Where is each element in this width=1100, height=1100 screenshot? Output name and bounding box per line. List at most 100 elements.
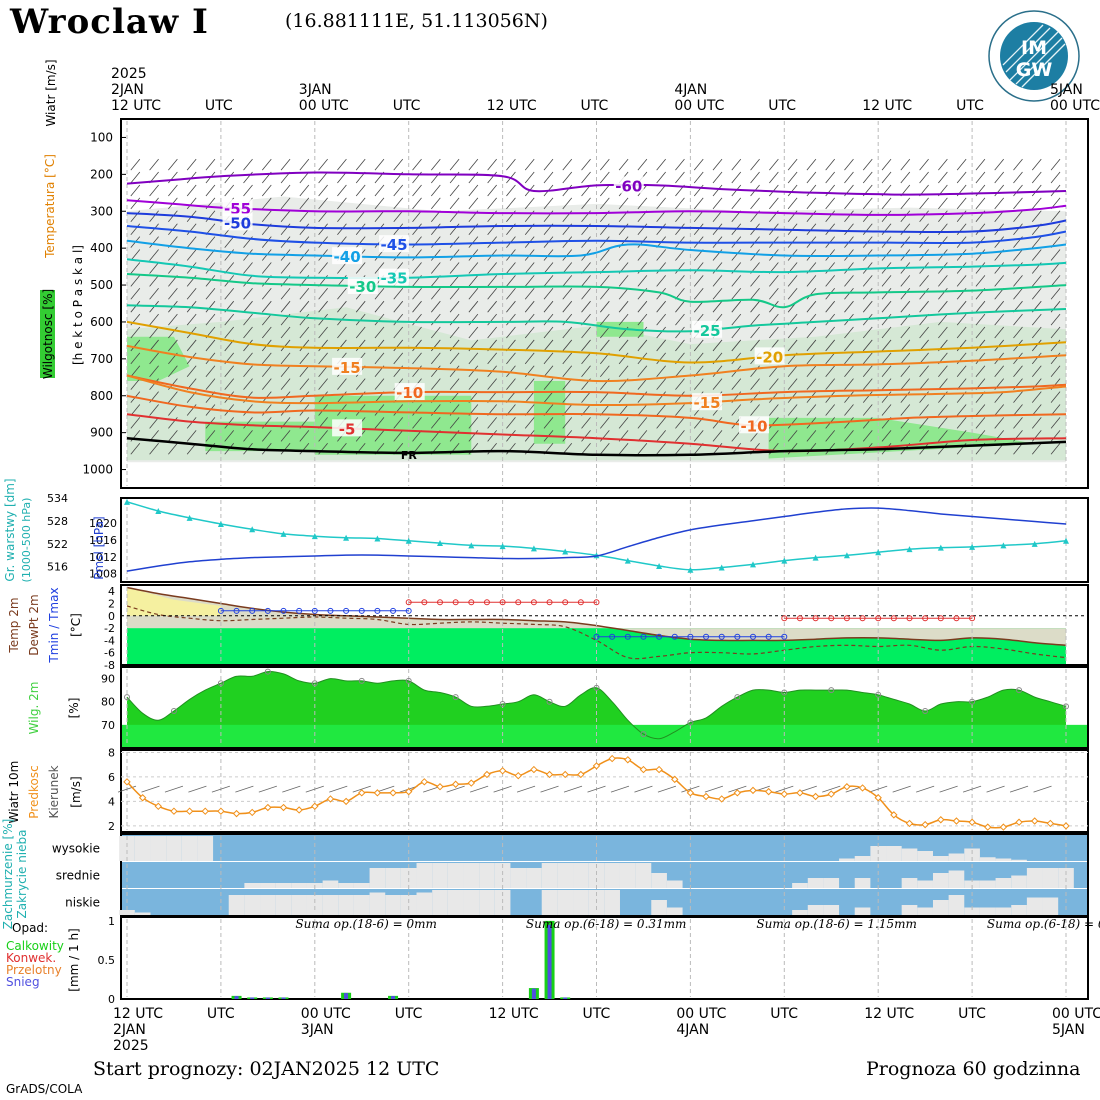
wind-speed-marker bbox=[608, 754, 616, 763]
wind-barb bbox=[430, 313, 441, 326]
wind-barb bbox=[449, 378, 460, 390]
isotherm-label: -50 bbox=[224, 214, 251, 232]
tmin-marker bbox=[640, 633, 647, 640]
wind-barb bbox=[543, 391, 554, 403]
wind-direction-mark bbox=[657, 785, 677, 793]
wind-barb bbox=[487, 262, 497, 274]
tmin-marker bbox=[280, 607, 287, 614]
cloud-bar bbox=[948, 895, 965, 915]
wind-barb bbox=[299, 184, 310, 197]
freezing-level-label: FR bbox=[401, 449, 418, 462]
wind-barb bbox=[938, 313, 948, 326]
cloud-bar bbox=[338, 883, 354, 888]
tmax-marker bbox=[937, 615, 944, 622]
wind-barb bbox=[149, 158, 159, 171]
cloud-bar bbox=[541, 863, 558, 888]
wind-speed-marker bbox=[311, 802, 319, 811]
wind-barb bbox=[318, 262, 328, 274]
wind-barb bbox=[205, 352, 216, 365]
wind-speed-marker bbox=[1015, 818, 1023, 826]
station-coordinates: (16.881111E, 51.113056N) bbox=[285, 10, 548, 32]
pressure-tick-label: 1000 bbox=[82, 463, 113, 477]
wind-barb bbox=[1031, 391, 1042, 403]
wind-barb bbox=[130, 352, 141, 365]
wind-barb bbox=[1013, 365, 1023, 378]
wind-barb bbox=[975, 417, 986, 429]
wind-barb bbox=[280, 443, 291, 455]
wind-direction-mark bbox=[446, 785, 465, 793]
wind-barb bbox=[938, 417, 948, 429]
wind-barb bbox=[1031, 326, 1042, 339]
wind-barb bbox=[393, 288, 404, 300]
isotherm-label-bg bbox=[739, 416, 769, 434]
thickness-tick-label: 528 bbox=[47, 515, 68, 528]
wind-barb bbox=[675, 417, 685, 429]
wind-barb bbox=[675, 404, 685, 416]
wind-barb bbox=[900, 391, 911, 403]
wind-barb bbox=[224, 171, 235, 184]
wind-barb bbox=[750, 171, 760, 184]
thickness-marker bbox=[186, 514, 193, 521]
wind-barb bbox=[130, 404, 141, 416]
wind-barb bbox=[149, 326, 159, 339]
wind-barb bbox=[806, 404, 817, 416]
wind-barb bbox=[656, 326, 666, 339]
wind-barb bbox=[280, 339, 291, 352]
wind-barb bbox=[675, 210, 685, 223]
wind-barb bbox=[205, 339, 216, 352]
humidity-line bbox=[126, 671, 1067, 740]
wind-barb bbox=[919, 197, 929, 210]
wind-barb bbox=[130, 262, 141, 274]
precip-tick-label: 1 bbox=[108, 915, 115, 928]
wind-barb bbox=[299, 365, 310, 378]
wind-barb bbox=[524, 352, 535, 365]
wind-barb bbox=[449, 300, 460, 313]
wind-barb bbox=[1031, 417, 1042, 429]
wind-barb bbox=[393, 158, 404, 171]
wind-barb bbox=[543, 417, 554, 429]
wind-barb bbox=[675, 223, 685, 235]
wind-barb bbox=[412, 404, 422, 416]
wind-barb bbox=[731, 378, 742, 390]
wind-barb bbox=[712, 171, 723, 184]
wind-barb bbox=[656, 430, 666, 442]
wind-barb bbox=[430, 223, 441, 235]
wind-barb bbox=[975, 197, 986, 210]
wind-barb bbox=[449, 197, 460, 210]
isotherm-label-bg bbox=[332, 247, 363, 265]
wind-barb bbox=[1050, 275, 1061, 287]
wind-barb bbox=[130, 443, 141, 455]
wind-barb bbox=[449, 275, 460, 287]
wind-barb bbox=[1031, 197, 1042, 210]
wind-barb bbox=[881, 300, 892, 313]
wind-barb bbox=[618, 404, 629, 416]
wind-barb bbox=[712, 275, 723, 287]
temperature-tick-label: -8 bbox=[104, 659, 115, 672]
wind-barb bbox=[675, 443, 685, 455]
wind-barb bbox=[318, 378, 328, 390]
wind-barb bbox=[581, 417, 591, 429]
thickness-marker bbox=[969, 543, 976, 550]
wind-barb bbox=[205, 158, 216, 171]
wind-barb bbox=[280, 404, 291, 416]
wind-barb bbox=[487, 443, 497, 455]
wind-barb bbox=[750, 404, 760, 416]
wind-barb bbox=[1031, 249, 1042, 261]
cloud-bar bbox=[119, 836, 135, 861]
wind-barb bbox=[900, 339, 911, 352]
wind-barb bbox=[600, 158, 610, 171]
cloud-bar bbox=[322, 880, 339, 888]
wind-barb bbox=[844, 210, 854, 223]
wind-barb bbox=[506, 288, 516, 300]
wind-barb bbox=[149, 339, 159, 352]
wind-barb bbox=[1050, 391, 1061, 403]
wind-barb bbox=[149, 275, 159, 287]
dewpoint-line bbox=[126, 605, 1067, 660]
time-label-hour: UTC bbox=[581, 98, 609, 114]
wind-barb bbox=[825, 210, 835, 223]
wind-speed-marker bbox=[827, 790, 835, 798]
isotherm bbox=[126, 225, 1067, 246]
isotherm-label: -25 bbox=[693, 322, 720, 340]
wind-barb bbox=[862, 339, 873, 352]
time-label-date: 2JAN bbox=[113, 1022, 146, 1038]
